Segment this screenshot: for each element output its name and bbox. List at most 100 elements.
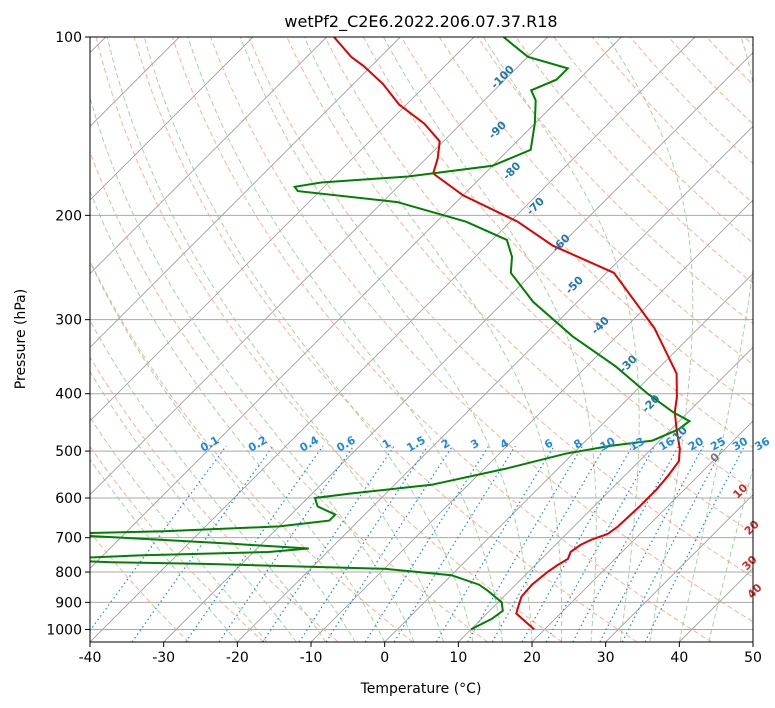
moist-adiabat-line bbox=[303, 37, 563, 642]
isotherm-line bbox=[679, 567, 753, 642]
dry-adiabat-line bbox=[133, 37, 638, 642]
isotherm-line bbox=[163, 52, 753, 642]
isotherm-line bbox=[90, 37, 548, 496]
x-tick-label: 30 bbox=[597, 650, 615, 666]
y-tick-label: 900 bbox=[55, 595, 82, 611]
x-axis-label: Temperature (°C) bbox=[360, 681, 482, 697]
dry-adiabat-line bbox=[362, 37, 753, 449]
adiabat-label: 40 bbox=[745, 581, 765, 601]
isotherm-line bbox=[752, 641, 753, 642]
dry-adiabat-line bbox=[706, 37, 753, 86]
dry-adiabat-line bbox=[171, 37, 712, 642]
dry-adiabat-line bbox=[90, 356, 339, 642]
mixing-ratio-line bbox=[491, 445, 606, 642]
adiabat-label: -20 bbox=[639, 392, 662, 415]
moist-adiabat-line bbox=[90, 260, 356, 642]
isotherm-line bbox=[90, 37, 254, 201]
mixing-ratio-line bbox=[435, 445, 555, 642]
dry-adiabat-line bbox=[95, 37, 563, 642]
dry-adiabat-line bbox=[438, 37, 753, 366]
x-tick-label: 10 bbox=[449, 650, 467, 666]
y-axis: 100 200 300 400 500 600 700 800 900 1000 bbox=[46, 30, 90, 638]
adiabat-label: -70 bbox=[524, 194, 547, 217]
isotherm-line bbox=[531, 420, 753, 642]
moist-adiabat-line bbox=[90, 189, 386, 642]
isotherm-line bbox=[90, 37, 401, 348]
adiabat-label: -60 bbox=[550, 231, 573, 254]
mixing-ratio-line bbox=[644, 445, 746, 642]
moist-adiabat-line bbox=[708, 466, 753, 642]
y-tick-label: 100 bbox=[55, 30, 82, 46]
adiabat-label: -30 bbox=[617, 352, 640, 375]
moist-adiabat-line bbox=[482, 37, 640, 642]
mixing-ratio-line bbox=[262, 445, 395, 642]
dry-adiabat-line bbox=[90, 445, 264, 642]
mixing-ratio-line bbox=[393, 445, 516, 642]
moist-adiabat-line bbox=[383, 37, 597, 642]
isotherm-line bbox=[237, 125, 753, 642]
y-tick-label: 200 bbox=[55, 208, 82, 224]
isotherm-line bbox=[90, 37, 327, 275]
y-tick-label: 300 bbox=[55, 313, 82, 329]
grid-layer bbox=[90, 37, 753, 642]
mixing-ratio-label: 2 bbox=[439, 437, 452, 452]
moist-adiabat-line bbox=[187, 37, 503, 642]
mixing-ratio-line bbox=[298, 445, 429, 642]
dry-adiabat-line bbox=[90, 259, 414, 642]
mixing-ratio-line bbox=[364, 445, 490, 642]
dry-adiabat-line bbox=[90, 531, 190, 642]
dry-adiabat-line bbox=[744, 37, 753, 47]
mixing-ratio-line bbox=[466, 445, 584, 642]
isotherm-line bbox=[90, 37, 475, 422]
moist-adiabat-line bbox=[90, 370, 297, 642]
x-tick-label: -10 bbox=[300, 650, 323, 666]
dry-adiabat-line bbox=[515, 37, 753, 284]
y-tick-label: 1000 bbox=[46, 622, 82, 638]
temperature-profile bbox=[333, 37, 681, 631]
isotherm-line bbox=[384, 273, 753, 642]
y-tick-label: 400 bbox=[55, 387, 82, 403]
adiabat-label: 20 bbox=[742, 517, 762, 537]
adiabat-label: -40 bbox=[589, 314, 612, 337]
mixing-ratio-line bbox=[572, 445, 680, 642]
dry-adiabat-line bbox=[248, 37, 753, 578]
moist-adiabat-line bbox=[607, 37, 694, 642]
isotherm-line bbox=[605, 494, 753, 642]
x-axis: -40 -30 -20 -10 0 10 20 30 40 50 bbox=[79, 642, 762, 666]
mixing-ratio-line bbox=[521, 445, 634, 642]
x-tick-label: 0 bbox=[380, 650, 389, 666]
x-tick-label: 20 bbox=[523, 650, 541, 666]
moist-adiabat-line bbox=[239, 37, 533, 642]
plot-frame bbox=[89, 36, 754, 643]
moist-adiabat-line bbox=[90, 458, 238, 642]
y-tick-label: 700 bbox=[55, 531, 82, 547]
mixing-ratio-line bbox=[131, 445, 274, 642]
isotherm-line bbox=[90, 37, 622, 569]
dewpoint-profile bbox=[90, 37, 692, 631]
label-layer: -100-90-80-70-60-50-40-30-20-10010203040… bbox=[198, 63, 772, 602]
mixing-ratio-line bbox=[325, 445, 454, 642]
y-tick-label: 800 bbox=[55, 565, 82, 581]
x-tick-label: -20 bbox=[226, 650, 249, 666]
y-tick-label: 600 bbox=[55, 491, 82, 507]
dry-adiabat-line bbox=[591, 37, 753, 204]
mixing-ratio-label: 3 bbox=[468, 437, 481, 452]
isotherm-line bbox=[90, 37, 696, 642]
x-tick-label: 50 bbox=[744, 650, 762, 666]
moist-adiabat-line bbox=[90, 416, 268, 642]
dry-adiabat-line bbox=[90, 150, 488, 642]
x-tick-label: -40 bbox=[79, 650, 102, 666]
adiabat-label: -50 bbox=[563, 273, 586, 296]
mixing-ratio-line bbox=[545, 445, 656, 642]
dry-adiabat-line bbox=[668, 37, 753, 125]
y-axis-label: Pressure (hPa) bbox=[13, 289, 29, 389]
mixing-ratio-label: 36 bbox=[752, 434, 772, 453]
mixing-ratio-label: 1 bbox=[380, 437, 393, 452]
y-tick-label: 500 bbox=[55, 444, 82, 460]
mixing-ratio-line bbox=[185, 445, 324, 642]
adiabat-label: -90 bbox=[486, 118, 509, 141]
x-tick-label: -30 bbox=[152, 650, 175, 666]
moist-adiabat-line bbox=[90, 319, 327, 642]
moist-adiabat-line bbox=[106, 37, 445, 642]
